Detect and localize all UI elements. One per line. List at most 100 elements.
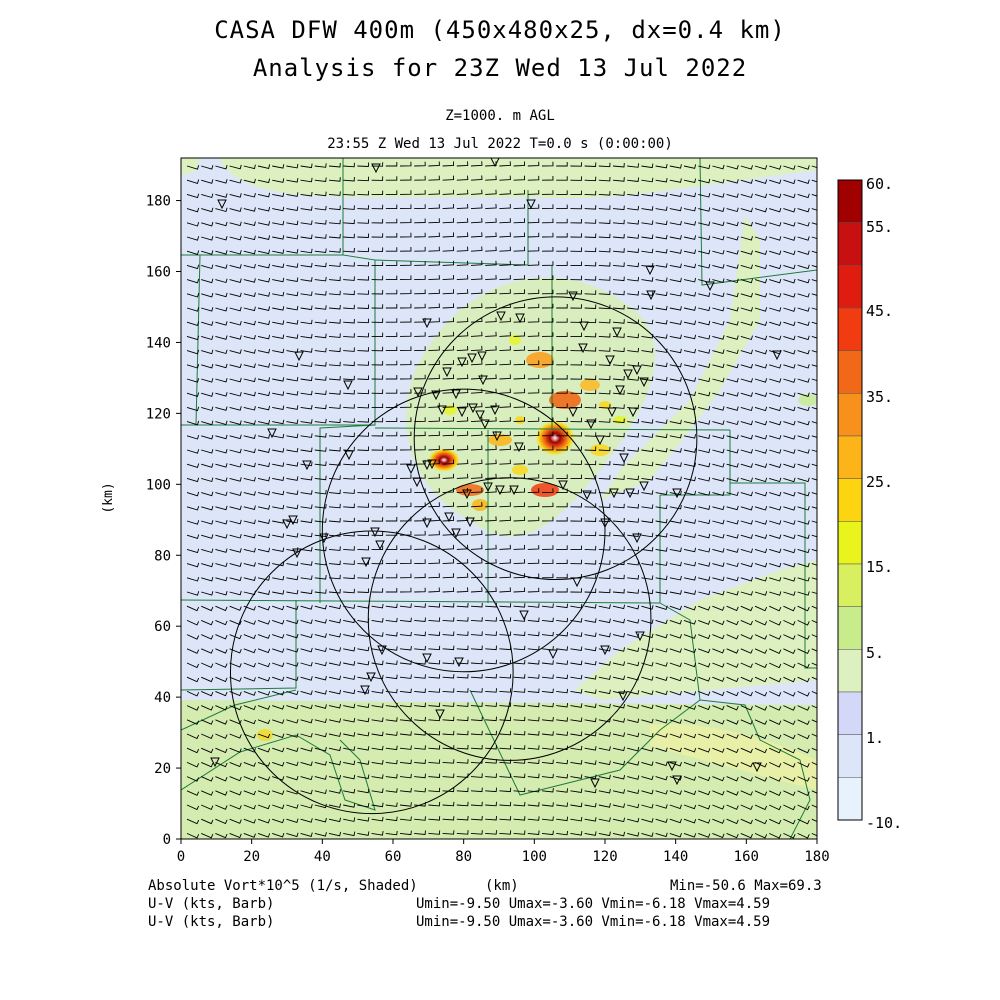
station-marker <box>375 540 385 551</box>
uv-stats-1: Umin=-9.50 Umax=-3.60 Vmin=-6.18 Vmax=4.… <box>416 896 771 912</box>
colorbar-swatch-1 <box>837 222 863 266</box>
station-marker <box>370 527 380 538</box>
station-marker <box>477 351 487 362</box>
colorbar-swatch-12 <box>837 691 863 735</box>
x-tick-label-9: 180 <box>804 849 829 865</box>
y-tick-label-2: 40 <box>154 690 171 706</box>
x-tick-label-4: 80 <box>455 849 472 865</box>
station-marker <box>548 649 558 660</box>
colorbar-label-4: 25. <box>866 473 893 491</box>
station-marker <box>343 380 353 391</box>
station-marker <box>615 385 625 396</box>
station-marker <box>558 480 568 491</box>
station-marker <box>267 428 277 439</box>
station-marker <box>705 281 715 292</box>
colorbar-swatch-2 <box>837 265 863 309</box>
colorbar-swatch-14 <box>837 777 863 821</box>
y-tick-label-0: 0 <box>163 832 171 848</box>
station-marker <box>612 327 622 338</box>
station-marker <box>752 762 762 773</box>
station-marker <box>413 387 423 398</box>
x-axis-units: (km) <box>485 878 519 894</box>
station-marker <box>377 645 387 656</box>
time-label: 23:55 Z Wed 13 Jul 2022 T=0.0 s (0:00:00… <box>327 136 673 152</box>
x-tick-label-1: 20 <box>243 849 260 865</box>
station-marker <box>457 357 467 368</box>
y-tick-label-5: 100 <box>146 477 171 493</box>
station-marker <box>360 685 370 696</box>
station-marker <box>371 163 381 174</box>
station-marker <box>490 158 500 168</box>
colorbar-frame <box>837 179 863 821</box>
station-marker <box>422 318 432 329</box>
y-tick-label-6: 120 <box>146 406 171 422</box>
station-marker <box>519 610 529 621</box>
wind-barb-field <box>186 161 817 839</box>
station-marker <box>526 199 536 210</box>
station-marker <box>667 761 677 772</box>
field-label: Absolute Vort*10^5 (1/s, Shaded) <box>148 878 418 894</box>
station-marker <box>217 199 227 210</box>
station-marker <box>515 313 525 324</box>
title-line-1: CASA DFW 400m (450x480x25, dx=0.4 km) <box>214 16 786 44</box>
y-tick-label-8: 160 <box>146 265 171 281</box>
station-marker <box>412 477 422 488</box>
station-marker <box>590 778 600 789</box>
station-marker <box>454 657 464 668</box>
colorbar-label-1: 55. <box>866 218 893 236</box>
colorbar-label-5: 15. <box>866 558 893 576</box>
x-tick-label-5: 100 <box>522 849 547 865</box>
station-marker <box>772 350 782 361</box>
station-marker <box>632 365 642 376</box>
y-axis-label: (km) <box>101 482 116 513</box>
station-marker <box>475 410 485 421</box>
station-marker <box>435 709 445 720</box>
station-marker <box>444 512 454 523</box>
field-minmax: Min=-50.6 Max=69.3 <box>670 878 822 894</box>
colorbar-swatch-3 <box>837 307 863 351</box>
station-marker <box>495 485 505 496</box>
station-marker <box>468 403 478 414</box>
station-marker <box>294 351 304 362</box>
station-marker <box>623 369 633 380</box>
radar-circle-1 <box>321 388 606 673</box>
station-marker <box>568 291 578 302</box>
colorbar-swatch-9 <box>837 563 863 607</box>
station-marker <box>582 490 592 501</box>
station-marker <box>457 407 467 418</box>
station-marker <box>437 405 447 416</box>
station-marker <box>632 533 642 544</box>
station-marker <box>572 577 582 588</box>
uv-label-1: U-V (kts, Barb) <box>148 896 275 912</box>
station-marker <box>422 518 432 529</box>
radar-coverage-circles <box>229 296 698 815</box>
station-marker <box>672 775 682 786</box>
uv-label-2: U-V (kts, Barb) <box>148 914 275 930</box>
y-tick-label-4: 80 <box>154 548 171 564</box>
uv-stats-2: Umin=-9.50 Umax=-3.60 Vmin=-6.18 Vmax=4.… <box>416 914 771 930</box>
colorbar-swatch-10 <box>837 606 863 650</box>
station-marker <box>319 533 329 544</box>
colorbar-swatch-6 <box>837 435 863 479</box>
y-tick-label-7: 140 <box>146 335 171 351</box>
station-marker <box>635 631 645 642</box>
station-marker <box>344 450 354 461</box>
station-marker <box>480 419 490 430</box>
y-axis: 0 20 40 60 80 100 120 140 160 180 <box>146 194 181 848</box>
station-marker <box>579 321 589 332</box>
station-marker <box>514 442 524 453</box>
station-marker <box>672 488 682 499</box>
y-tick-label-1: 20 <box>154 761 171 777</box>
station-marker <box>478 375 488 386</box>
station-marker <box>600 645 610 656</box>
y-tick-label-9: 180 <box>146 194 171 210</box>
plot-area <box>181 158 817 839</box>
x-tick-label-7: 140 <box>663 849 688 865</box>
station-marker <box>422 653 432 664</box>
x-axis: 0 20 40 60 80 100 120 140 160 180 <box>177 839 830 865</box>
radar-circle-3 <box>229 530 514 815</box>
station-marker <box>422 460 432 471</box>
colorbar-swatch-5 <box>837 393 863 437</box>
station-marker <box>619 453 629 464</box>
colorbar-label-3: 35. <box>866 388 893 406</box>
